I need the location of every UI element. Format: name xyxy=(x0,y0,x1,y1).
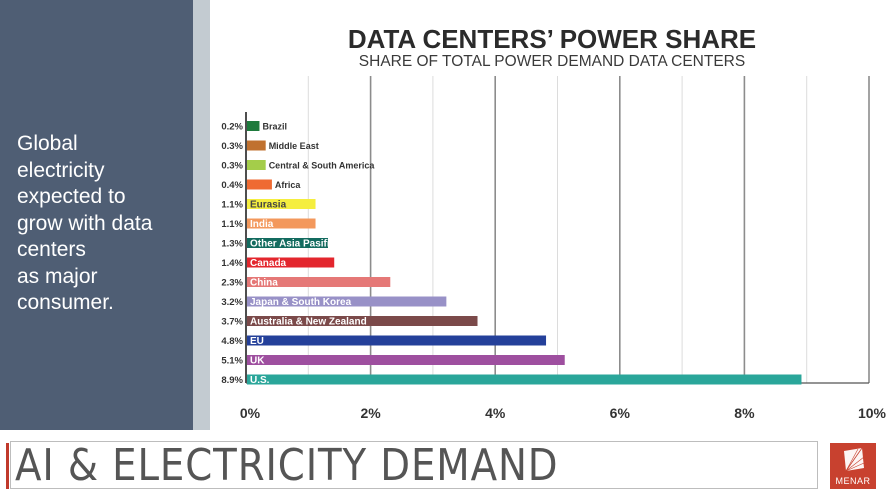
bar xyxy=(247,121,260,131)
x-tick-label: 6% xyxy=(610,405,631,421)
x-tick-label: 4% xyxy=(485,405,506,421)
bar xyxy=(247,218,316,229)
chart-subtitle: SHARE OF TOTAL POWER DEMAND DATA CENTERS xyxy=(358,53,746,70)
category-label: EU xyxy=(250,336,264,347)
bar xyxy=(247,277,391,287)
side-line: Global xyxy=(17,132,78,155)
value-label: 8.9% xyxy=(221,375,243,386)
x-tick-label: 0% xyxy=(240,405,261,421)
bar xyxy=(247,296,447,307)
bar xyxy=(247,335,547,346)
value-label: 0.4% xyxy=(221,180,243,191)
category-label: UK xyxy=(250,356,265,367)
value-label: 0.3% xyxy=(221,141,243,152)
side-line: expected to xyxy=(17,185,126,208)
category-label: Eurasia xyxy=(250,200,287,211)
category-label: U.S. xyxy=(250,375,270,386)
bar xyxy=(247,140,266,151)
value-label: 2.3% xyxy=(221,278,243,289)
side-line: centers xyxy=(17,238,86,261)
logo-text: MENAR xyxy=(835,476,871,486)
bar-chart: 0% 2% 4% 6% 8% 10% 0.2% Brazil 0.3% Middle East 0.… xyxy=(221,76,887,421)
value-label: 0.2% xyxy=(221,122,243,133)
category-label: Other Asia Pasific xyxy=(250,239,336,250)
x-tick-label: 10% xyxy=(858,405,887,421)
value-label: 1.1% xyxy=(221,200,243,211)
value-label: 5.1% xyxy=(221,356,243,367)
value-label: 3.2% xyxy=(221,297,243,308)
value-label: 0.3% xyxy=(221,161,243,172)
chart-title: DATA CENTERS’ POWER SHARE xyxy=(347,24,757,54)
bar xyxy=(247,374,802,385)
value-label: 1.4% xyxy=(221,258,243,269)
category-label: Central & South America xyxy=(269,161,376,171)
value-label: 3.7% xyxy=(221,317,243,328)
category-label: Canada xyxy=(250,258,287,269)
side-line: consumer. xyxy=(17,291,114,314)
bar xyxy=(247,238,328,248)
value-label: 4.8% xyxy=(221,336,243,347)
category-label: Japan & South Korea xyxy=(250,297,352,308)
bar xyxy=(247,316,478,326)
category-label: India xyxy=(250,219,274,230)
bar xyxy=(247,257,335,268)
value-label: 1.3% xyxy=(221,239,243,250)
value-label: 1.1% xyxy=(221,219,243,230)
side-line: as major xyxy=(17,264,98,288)
category-label: China xyxy=(250,278,278,289)
menar-logo: MENAR xyxy=(830,443,876,489)
footer-accent-bar xyxy=(6,443,9,489)
x-tick-label: 8% xyxy=(734,405,755,421)
bar xyxy=(247,160,266,170)
footer-title-box xyxy=(10,441,818,489)
category-label: Africa xyxy=(275,180,302,190)
category-label: Australia & New Zealand xyxy=(250,317,367,328)
side-panel-strip xyxy=(193,0,210,430)
category-label: Middle East xyxy=(269,141,319,151)
side-panel xyxy=(0,0,193,430)
side-line: electricity xyxy=(17,158,105,182)
category-label: Brazil xyxy=(262,122,287,132)
x-tick-label: 2% xyxy=(360,405,381,421)
side-panel-text: Global electricity expected to grow with… xyxy=(17,131,192,317)
bar xyxy=(247,179,272,190)
footer-title: AI & ELECTRICITY DEMAND xyxy=(15,440,559,491)
logo-fan-icon xyxy=(844,447,865,472)
bar xyxy=(247,199,316,209)
side-line: grow with data xyxy=(17,211,153,235)
bar xyxy=(247,355,565,365)
